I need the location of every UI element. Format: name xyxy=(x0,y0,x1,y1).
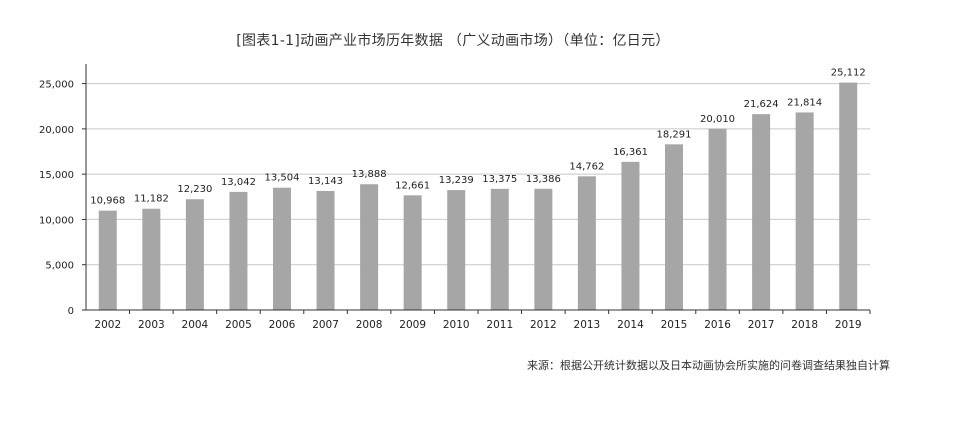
bar xyxy=(752,114,771,310)
bar xyxy=(98,210,117,310)
bar xyxy=(142,208,161,310)
bar xyxy=(273,187,291,310)
x-tick-label: 2004 xyxy=(182,319,209,331)
x-tick-label: 2005 xyxy=(225,319,252,331)
bar xyxy=(360,184,379,310)
data-label: 10,968 xyxy=(90,196,125,207)
x-tick-label: 2007 xyxy=(312,319,339,331)
data-label: 21,624 xyxy=(744,99,779,110)
x-tick-label: 2006 xyxy=(269,319,296,331)
y-tick-label: 5,000 xyxy=(45,261,74,272)
y-tick-label: 20,000 xyxy=(39,125,74,136)
data-label: 16,361 xyxy=(613,147,648,158)
y-tick-label: 0 xyxy=(68,306,74,317)
gridlines xyxy=(86,83,870,266)
y-tick-label: 25,000 xyxy=(39,80,74,91)
data-label: 13,375 xyxy=(482,174,517,185)
x-tick-label: 2009 xyxy=(399,319,426,331)
axes: 0 5,000 10,000 15,000 20,000 25,000 2002 2003 20… xyxy=(39,64,871,331)
x-tick-label: 2017 xyxy=(748,319,775,331)
bar xyxy=(490,188,509,310)
bar xyxy=(795,112,814,311)
x-tick-label: 2016 xyxy=(704,319,731,331)
bar xyxy=(316,190,335,310)
x-tick-label: 2014 xyxy=(617,319,644,331)
bar xyxy=(403,195,422,310)
data-label: 13,386 xyxy=(526,174,561,185)
data-label: 13,504 xyxy=(265,173,300,184)
data-label: 11,182 xyxy=(134,194,169,205)
bar xyxy=(229,191,248,310)
data-labels: 10,968 11,182 12,230 13,042 13,504 13,143 13,8… xyxy=(90,68,865,207)
bar xyxy=(185,199,204,310)
y-tick-label: 10,000 xyxy=(39,215,74,226)
x-tick-label: 2018 xyxy=(791,319,818,331)
data-label: 12,661 xyxy=(395,180,430,191)
chart-title: [图表1-1]动画产业市场历年数据 （广义动画市场）（单位：亿日元） xyxy=(236,33,670,49)
x-tick-label: 2003 xyxy=(138,319,165,331)
bar xyxy=(577,176,596,310)
data-label: 25,112 xyxy=(831,68,866,79)
x-tick-label: 2011 xyxy=(486,319,513,331)
data-label: 14,762 xyxy=(569,161,604,172)
x-tick-label: 2015 xyxy=(661,319,688,331)
data-label: 21,814 xyxy=(787,97,822,108)
data-label: 18,291 xyxy=(657,129,692,140)
data-label: 13,042 xyxy=(221,177,256,188)
bars xyxy=(98,82,858,311)
data-label: 13,888 xyxy=(352,169,387,180)
x-tick-label: 2012 xyxy=(530,319,557,331)
data-label: 12,230 xyxy=(177,184,212,195)
bar xyxy=(447,190,466,310)
y-tick-label: 15,000 xyxy=(39,170,74,181)
data-label: 13,143 xyxy=(308,176,343,187)
x-tick-label: 2019 xyxy=(835,319,862,331)
data-label: 20,010 xyxy=(700,114,735,125)
x-tick-label: 2013 xyxy=(574,319,601,331)
bar xyxy=(839,82,858,311)
x-tick-label: 2002 xyxy=(94,319,121,331)
x-tick-label: 2010 xyxy=(443,319,470,331)
bar xyxy=(708,128,727,310)
source-note: 来源：根据公开统计数据以及日本动画协会所实施的问卷调查结果独自计算 xyxy=(527,359,890,372)
bar xyxy=(534,188,553,310)
bar xyxy=(665,144,683,310)
x-tick-label: 2008 xyxy=(356,319,383,331)
bar xyxy=(621,161,640,310)
data-label: 13,239 xyxy=(439,175,474,186)
